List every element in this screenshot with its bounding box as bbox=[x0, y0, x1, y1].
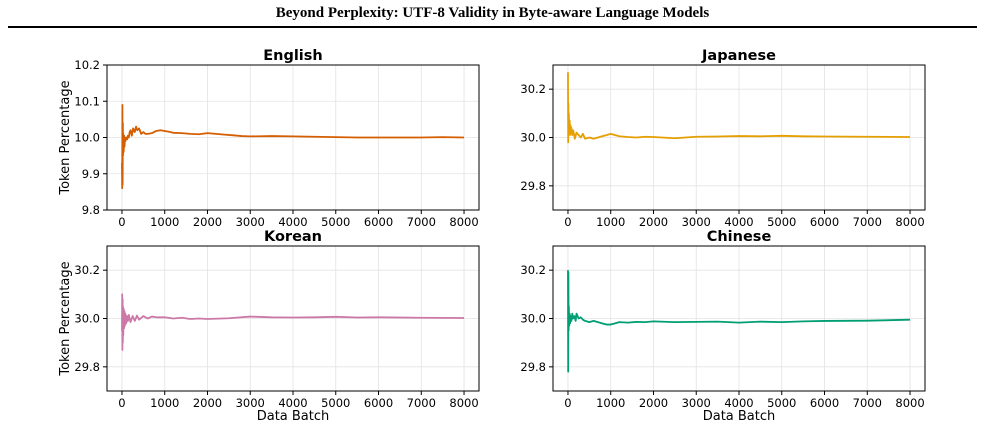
series-line bbox=[121, 103, 465, 190]
x-tick-label: 1000 bbox=[150, 396, 179, 410]
x-tick-label: 8000 bbox=[449, 215, 478, 229]
x-tick-label: 0 bbox=[118, 215, 125, 229]
x-tick-label: 0 bbox=[564, 215, 571, 229]
title-rule bbox=[8, 26, 977, 28]
panel-korean: 0 1000 2000 3000 4000 5000 6000 7000 8000 29.8 30.… bbox=[58, 229, 480, 424]
y-tick-label: 9.9 bbox=[82, 167, 100, 181]
panel-english: 0 1000 2000 3000 4000 5000 6000 7000 8000 9.8 9.9 1… bbox=[58, 48, 480, 229]
y-tick-label: 29.8 bbox=[520, 179, 546, 193]
x-tick-label: 0 bbox=[564, 396, 571, 410]
x-tick-label: 7000 bbox=[853, 396, 882, 410]
panel-japanese: 0 1000 2000 3000 4000 5000 6000 7000 8000 29.8 30.… bbox=[520, 48, 926, 229]
x-axis-label: Data Batch bbox=[703, 409, 776, 424]
x-tick-label: 4000 bbox=[724, 215, 753, 229]
x-tick-label: 3000 bbox=[682, 396, 711, 410]
panel-title: Korean bbox=[264, 229, 322, 245]
x-tick-label: 3000 bbox=[682, 215, 711, 229]
x-tick-label: 1000 bbox=[150, 215, 179, 229]
x-tick-label: 2000 bbox=[639, 215, 668, 229]
panel-title: Japanese bbox=[701, 48, 776, 64]
y-tick-label: 30.2 bbox=[74, 263, 100, 277]
series-line bbox=[567, 270, 911, 373]
y-tick-label: 29.8 bbox=[74, 360, 100, 374]
series-line bbox=[567, 72, 911, 144]
panel-title: English bbox=[263, 48, 323, 64]
panel-chinese: 0 1000 2000 3000 4000 5000 6000 7000 8000 29.8 30.… bbox=[520, 229, 926, 424]
x-tick-label: 3000 bbox=[236, 215, 265, 229]
panel-title: Chinese bbox=[707, 229, 772, 245]
y-tick-label: 10.0 bbox=[74, 131, 100, 145]
x-tick-label: 2000 bbox=[193, 396, 222, 410]
x-tick-label: 6000 bbox=[810, 396, 839, 410]
x-tick-label: 8000 bbox=[895, 215, 924, 229]
y-tick-label: 10.1 bbox=[74, 94, 100, 108]
y-tick-label: 9.8 bbox=[82, 203, 100, 217]
y-axis-label: Token Percentage bbox=[58, 80, 73, 195]
page-title: Beyond Perplexity: UTF-8 Validity in Byt… bbox=[275, 5, 710, 21]
x-tick-label: 7000 bbox=[407, 396, 436, 410]
y-tick-label: 29.8 bbox=[520, 360, 546, 374]
x-tick-label: 1000 bbox=[596, 396, 625, 410]
y-tick-label: 30.0 bbox=[520, 131, 546, 145]
x-tick-label: 5000 bbox=[321, 396, 350, 410]
x-tick-label: 2000 bbox=[639, 396, 668, 410]
x-tick-label: 2000 bbox=[193, 215, 222, 229]
y-tick-label: 30.2 bbox=[520, 263, 546, 277]
y-tick-label: 10.2 bbox=[74, 58, 100, 72]
x-tick-label: 8000 bbox=[449, 396, 478, 410]
x-tick-label: 5000 bbox=[767, 396, 796, 410]
y-tick-label: 30.0 bbox=[74, 312, 100, 326]
y-tick-label: 30.2 bbox=[520, 82, 546, 96]
x-tick-label: 1000 bbox=[596, 215, 625, 229]
x-axis-label: Data Batch bbox=[257, 409, 330, 424]
x-tick-label: 6000 bbox=[364, 396, 393, 410]
x-tick-label: 6000 bbox=[364, 215, 393, 229]
x-tick-label: 7000 bbox=[407, 215, 436, 229]
x-tick-label: 6000 bbox=[810, 215, 839, 229]
x-tick-label: 0 bbox=[118, 396, 125, 410]
series-line bbox=[121, 293, 465, 351]
x-tick-label: 5000 bbox=[321, 215, 350, 229]
y-axis-label: Token Percentage bbox=[58, 261, 73, 376]
y-tick-label: 30.0 bbox=[520, 312, 546, 326]
x-tick-label: 4000 bbox=[724, 396, 753, 410]
x-tick-label: 3000 bbox=[236, 396, 265, 410]
x-tick-label: 8000 bbox=[895, 396, 924, 410]
x-tick-label: 4000 bbox=[278, 396, 307, 410]
x-tick-label: 7000 bbox=[853, 215, 882, 229]
x-tick-label: 4000 bbox=[278, 215, 307, 229]
x-tick-label: 5000 bbox=[767, 215, 796, 229]
